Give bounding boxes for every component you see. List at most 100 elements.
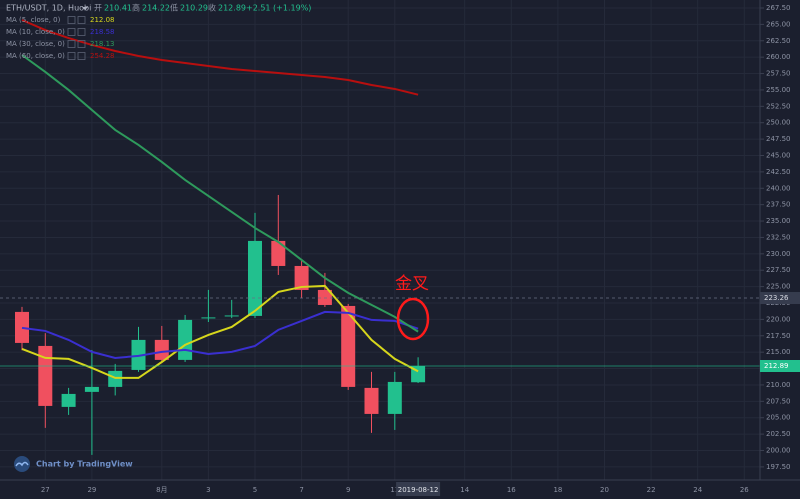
candle-body <box>38 345 53 406</box>
legend-value: 218.13 <box>90 40 115 48</box>
candle-body <box>248 240 262 316</box>
legend-name: MA (10, close, 0) <box>6 28 65 36</box>
y-tick-label: 205.00 <box>766 414 791 422</box>
legend-value: 212.08 <box>90 16 115 24</box>
candle-body <box>154 339 169 360</box>
y-tick-label: 257.50 <box>766 70 791 78</box>
legend-icon <box>67 28 76 36</box>
candle-body <box>15 311 29 343</box>
x-tick-label: 7 <box>299 486 303 494</box>
x-tick-label: 22 <box>647 486 656 494</box>
candle-body <box>341 305 356 387</box>
legend-name: MA (60, close, 0) <box>6 52 65 60</box>
x-tick-label: 29 <box>87 486 96 494</box>
legend-value: 218.58 <box>90 28 115 36</box>
y-tick-label: 240.00 <box>766 184 791 192</box>
legend-icon <box>77 28 86 36</box>
candle-body <box>294 265 309 290</box>
y-tick-label: 225.00 <box>766 283 791 291</box>
legend-icon <box>77 40 86 48</box>
y-tick-label: 247.50 <box>766 135 791 143</box>
y-tick-label: 255.00 <box>766 86 791 94</box>
x-tick-label: 5 <box>253 486 257 494</box>
legend-icon <box>67 16 76 24</box>
x-tick-label: 3 <box>206 486 210 494</box>
annotation-text: 金叉 <box>395 274 429 294</box>
candle-body <box>224 315 239 317</box>
ma-line <box>21 284 419 379</box>
x-tick-label: 26 <box>740 486 749 494</box>
y-tick-label: 202.50 <box>766 430 791 438</box>
candle-body <box>84 386 99 392</box>
x-tick-label: 20 <box>600 486 609 494</box>
ohlc-value: 210.41 <box>104 4 132 13</box>
marks: 金叉 <box>0 19 760 455</box>
legend: ETH/USDT, 1D, Huobi 开 210.41 高 214.22 低 210.29… <box>6 3 311 61</box>
ma-line <box>21 310 419 359</box>
symbol: ETH/USDT, 1D, Huobi <box>6 4 91 13</box>
legend-icon <box>77 16 86 24</box>
y-tick-label: 260.00 <box>766 53 791 61</box>
y-tick-label: 197.50 <box>766 463 791 471</box>
last-price-label: 212.89 <box>764 362 789 370</box>
watermark-text: Chart by TradingView <box>36 460 133 469</box>
logo-cloud <box>15 461 29 467</box>
y-tick-label: 230.00 <box>766 250 791 258</box>
ma-line <box>21 54 419 333</box>
legend-icon <box>77 52 86 60</box>
x-tick-label: 16 <box>507 486 516 494</box>
ohlc-value: 212.89 <box>218 4 246 13</box>
y-tick-label: 265.00 <box>766 20 791 28</box>
y-tick-label: 227.50 <box>766 266 791 274</box>
x-tick-label: 14 <box>460 486 469 494</box>
legend-name: MA (5, close, 0) <box>6 16 61 24</box>
candle-body <box>178 319 193 360</box>
y-tick-label: 215.00 <box>766 348 791 356</box>
ohlc-label: 收 <box>208 3 216 13</box>
ma-line <box>21 19 419 96</box>
crosshair-date-badge <box>396 482 441 496</box>
x-tick-label: 9 <box>346 486 350 494</box>
y-tick-label: 250.00 <box>766 119 791 127</box>
legend-icon <box>67 40 76 48</box>
ohlc-label: 高 <box>132 3 140 13</box>
y-tick-label: 207.50 <box>766 397 791 405</box>
y-tick-label: 232.50 <box>766 233 791 241</box>
legend-icon <box>67 52 76 60</box>
legend-name: MA (30, close, 0) <box>6 40 65 48</box>
ohlc-value: 210.29 <box>180 4 208 13</box>
ohlc-label: 开 <box>94 4 102 13</box>
y-tick-label: 252.50 <box>766 102 791 110</box>
y-tick-label: 237.50 <box>766 201 791 209</box>
x-tick-label: 11 <box>390 486 399 494</box>
x-tick-label: 18 <box>553 486 562 494</box>
y-tick-label: 220.00 <box>766 315 791 323</box>
grid <box>0 0 760 480</box>
ohlc-value: 214.22 <box>142 4 170 13</box>
y-tick-label: 217.50 <box>766 332 791 340</box>
watermark: Chart by TradingView <box>14 456 133 472</box>
y-tick-label: 235.00 <box>766 217 791 225</box>
x-tick-label: 24 <box>693 486 702 494</box>
candle-body <box>317 289 332 305</box>
y-tick-label: 262.50 <box>766 37 791 45</box>
y-tick-label: 245.00 <box>766 151 791 159</box>
crosshair-date-label: 2019-08-12 <box>398 486 439 494</box>
crosshair-price-badge <box>760 292 800 305</box>
last-price-badge <box>760 359 800 372</box>
x-tick-label: 8月 <box>156 486 167 494</box>
legend-value: 254.28 <box>90 52 115 60</box>
y-tick-label: 200.00 <box>766 446 791 454</box>
ohlc-label: 低 <box>170 3 178 13</box>
candle-body <box>387 381 402 414</box>
change: +2.51 (+1.19%) <box>246 4 311 13</box>
y-tick-label: 210.00 <box>766 381 791 389</box>
annotation-circle <box>396 297 430 341</box>
axes: 197.50 200.00 202.50 205.00 207.50 210.00 212.… <box>41 4 800 496</box>
y-tick-label: 267.50 <box>766 4 791 12</box>
candle-body <box>61 393 76 407</box>
y-tick-label: 242.50 <box>766 168 791 176</box>
